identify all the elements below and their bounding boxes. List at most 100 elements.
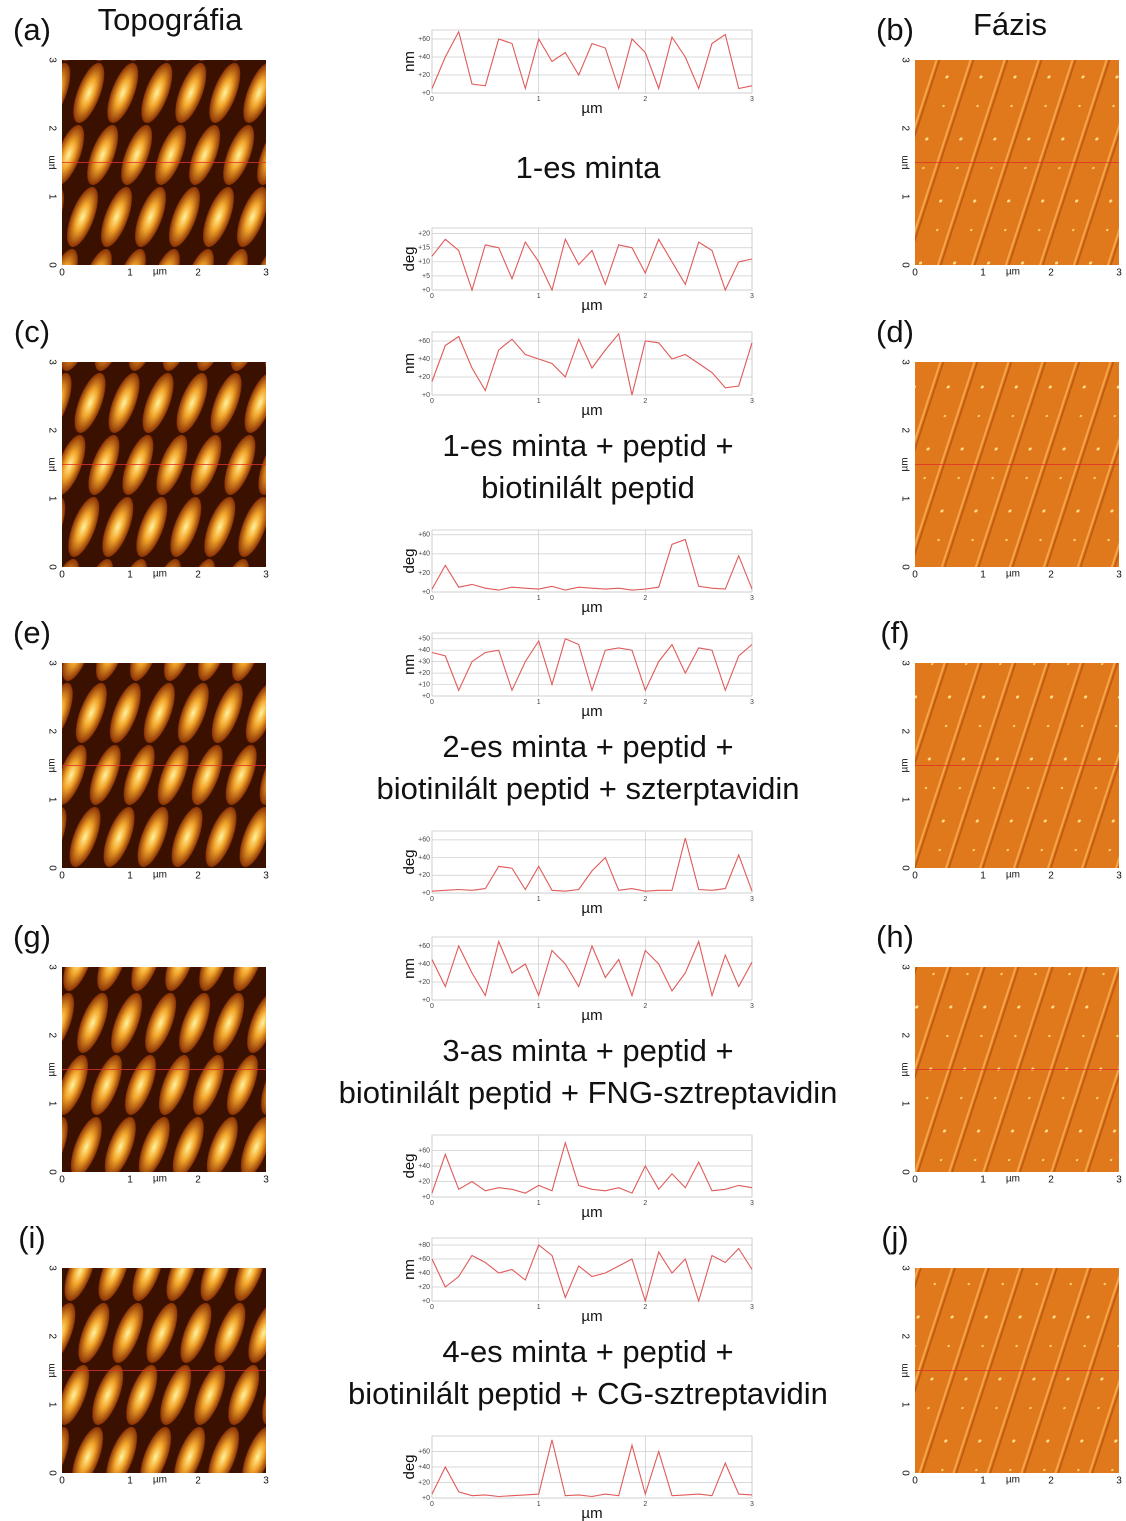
- x-tick-label: 1: [980, 1476, 986, 1487]
- x-tick-label: 2: [1048, 1175, 1054, 1186]
- sample-caption: 2-es minta + peptid +: [442, 729, 733, 764]
- sample-caption: 1-es minta + peptid +: [442, 428, 733, 463]
- x-tick-label: 0: [912, 871, 918, 882]
- x-tick-label: 3: [1116, 570, 1122, 581]
- y-tick-label: +10: [418, 259, 430, 266]
- y-tick-label: 1: [899, 1101, 910, 1107]
- y-tick-label: +20: [418, 1178, 430, 1185]
- x-axis-unit: µm: [153, 1475, 167, 1486]
- y-tick-label: 3: [46, 964, 57, 970]
- panel-label: (h): [876, 919, 914, 954]
- x-axis-unit: µm: [153, 870, 167, 881]
- y-tick-label: 1: [46, 194, 57, 200]
- x-tick-label: 3: [750, 896, 754, 903]
- x-axis-unit: µm: [153, 569, 167, 580]
- x-tick-label: 2: [1048, 1476, 1054, 1487]
- y-tick-label: 0: [46, 262, 57, 268]
- y-tick-label: +40: [418, 1464, 430, 1471]
- y-tick-label: +0: [422, 997, 430, 1004]
- y-tick-label: 3: [46, 359, 57, 365]
- x-tick-label: 1: [537, 1304, 541, 1311]
- figure: Topográfia Fázis (a)(b)00112233µmµm00112…: [0, 0, 1126, 1521]
- y-axis-label: deg: [401, 1153, 418, 1178]
- y-tick-label: +0: [422, 1495, 430, 1502]
- y-tick-label: 2: [46, 428, 57, 434]
- y-tick-label: +20: [418, 570, 430, 577]
- x-tick-label: 0: [430, 595, 434, 602]
- y-tick-label: 3: [899, 359, 910, 365]
- x-tick-label: 3: [263, 268, 269, 279]
- x-axis-unit: µm: [1006, 870, 1020, 881]
- y-axis-label: nm: [401, 654, 418, 675]
- x-tick-label: 3: [1116, 871, 1122, 882]
- y-tick-label: +40: [418, 647, 430, 654]
- x-tick-label: 0: [430, 398, 434, 405]
- y-tick-label: +40: [418, 1163, 430, 1170]
- y-tick-label: +60: [418, 532, 430, 539]
- x-tick-label: 0: [430, 96, 434, 103]
- x-tick-label: 0: [59, 871, 65, 882]
- x-tick-label: 2: [643, 1304, 647, 1311]
- x-axis-unit: µm: [1006, 267, 1020, 278]
- profile-line: [432, 32, 752, 89]
- y-tick-label: +40: [418, 551, 430, 558]
- x-tick-label: 1: [537, 896, 541, 903]
- y-tick-label: +20: [418, 1479, 430, 1486]
- y-tick-label: 1: [46, 797, 57, 803]
- y-axis-label: deg: [401, 548, 418, 573]
- x-tick-label: 0: [912, 268, 918, 279]
- y-tick-label: 1: [899, 1402, 910, 1408]
- x-tick-label: 1: [980, 871, 986, 882]
- y-tick-label: 2: [899, 729, 910, 735]
- x-axis-label: µm: [581, 100, 602, 117]
- x-tick-label: 0: [430, 1003, 434, 1010]
- x-tick-label: 2: [195, 871, 201, 882]
- x-tick-label: 0: [430, 699, 434, 706]
- sample-caption: biotinilált peptid + szterptavidin: [376, 771, 799, 806]
- x-tick-label: 3: [750, 595, 754, 602]
- y-tick-label: 0: [899, 1470, 910, 1476]
- x-tick-label: 2: [643, 398, 647, 405]
- x-tick-label: 1: [537, 293, 541, 300]
- x-tick-label: 2: [643, 595, 647, 602]
- sample-caption: biotinilált peptid + FNG-sztreptavidin: [339, 1075, 838, 1110]
- sample-caption: 4-es minta + peptid +: [442, 1334, 733, 1369]
- panel-label: (g): [13, 919, 51, 954]
- y-tick-label: +60: [418, 36, 430, 43]
- y-tick-label: +15: [418, 245, 430, 252]
- x-tick-label: 3: [263, 570, 269, 581]
- x-axis-unit: µm: [1006, 1174, 1020, 1185]
- y-tick-label: 3: [899, 57, 910, 63]
- sample-caption: biotinilált peptid + CG-sztreptavidin: [348, 1376, 828, 1411]
- y-axis-label: nm: [401, 51, 418, 72]
- x-tick-label: 2: [195, 268, 201, 279]
- y-tick-label: +10: [418, 681, 430, 688]
- y-tick-label: +0: [422, 1298, 430, 1305]
- y-tick-label: 2: [899, 428, 910, 434]
- x-tick-label: 2: [643, 1003, 647, 1010]
- x-tick-label: 2: [195, 1175, 201, 1186]
- x-tick-label: 1: [980, 570, 986, 581]
- y-axis-label: deg: [401, 1454, 418, 1479]
- x-tick-label: 2: [643, 896, 647, 903]
- x-tick-label: 2: [195, 1476, 201, 1487]
- y-tick-label: 3: [46, 660, 57, 666]
- y-tick-label: 2: [899, 1334, 910, 1340]
- x-tick-label: 3: [750, 1304, 754, 1311]
- x-tick-label: 3: [1116, 268, 1122, 279]
- x-tick-label: 1: [537, 1200, 541, 1207]
- y-tick-label: +20: [418, 872, 430, 879]
- y-axis-unit: µm: [900, 155, 911, 169]
- column-title: Fázis: [973, 7, 1047, 42]
- x-tick-label: 2: [195, 570, 201, 581]
- y-tick-label: 0: [899, 564, 910, 570]
- profile-line: [432, 838, 752, 891]
- x-axis-label: µm: [581, 402, 602, 419]
- x-tick-label: 1: [537, 595, 541, 602]
- x-tick-label: 2: [1048, 268, 1054, 279]
- x-tick-label: 2: [643, 1501, 647, 1508]
- plot-frame: [432, 332, 752, 395]
- y-axis-label: nm: [401, 1259, 418, 1280]
- x-tick-label: 3: [263, 871, 269, 882]
- x-tick-label: 0: [912, 1175, 918, 1186]
